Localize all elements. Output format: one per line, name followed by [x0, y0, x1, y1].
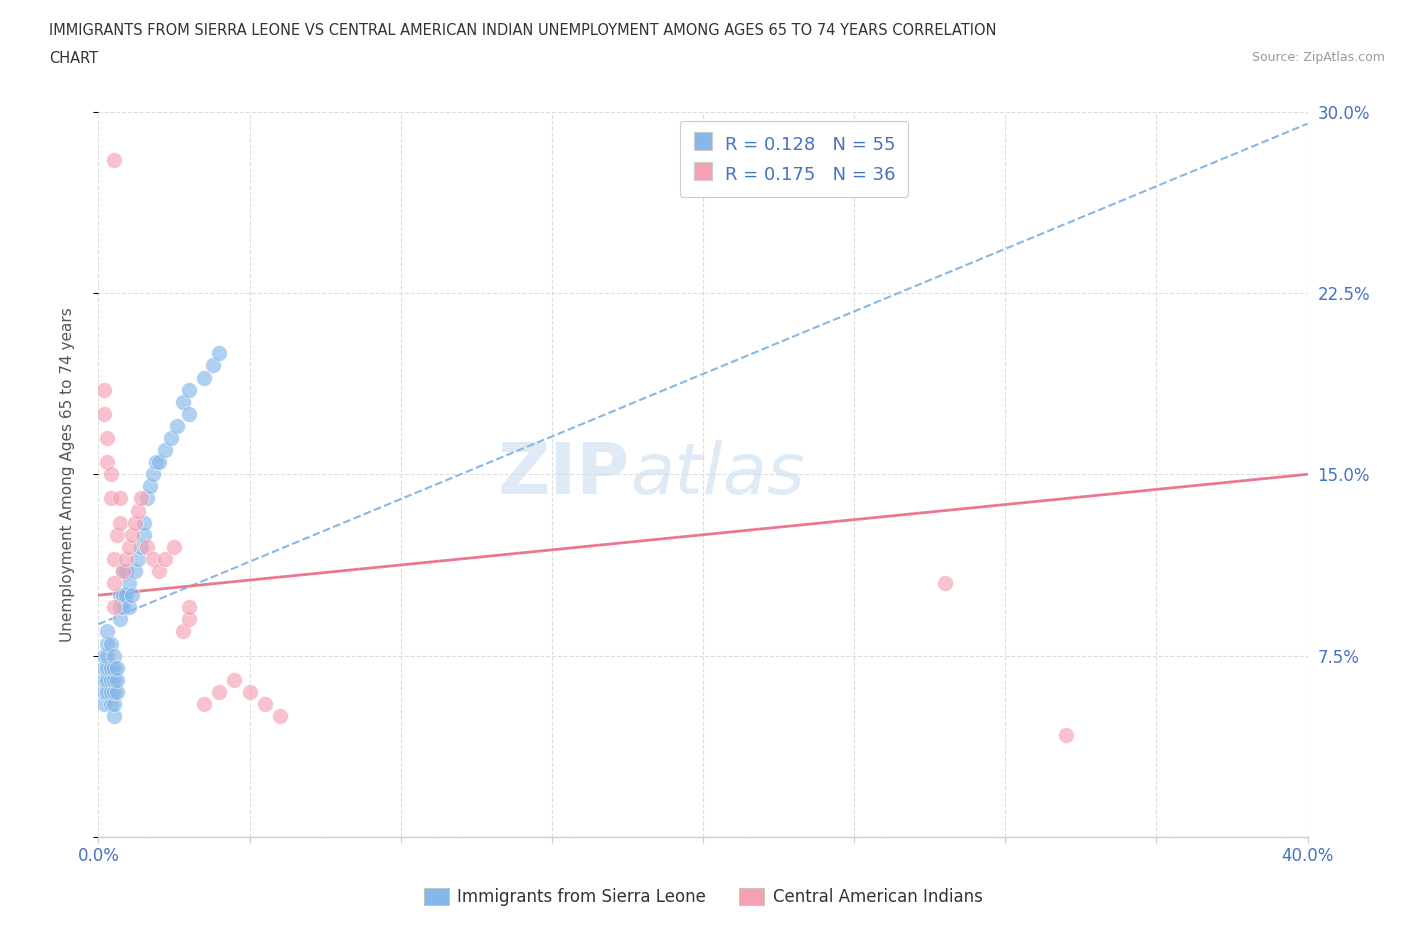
Y-axis label: Unemployment Among Ages 65 to 74 years: Unemployment Among Ages 65 to 74 years [60, 307, 75, 642]
Point [96, 636, 118, 651]
Point [100, 636, 122, 651]
Point [118, 600, 141, 615]
Point [118, 539, 141, 554]
Point [269, 709, 291, 724]
Point [93, 406, 115, 421]
Point [153, 443, 176, 458]
Point [93, 648, 115, 663]
Point [179, 406, 201, 421]
Point [111, 564, 134, 578]
Text: ZIP: ZIP [498, 440, 630, 509]
Point [105, 672, 128, 687]
Point [163, 539, 186, 554]
Point [111, 564, 134, 578]
Point [100, 697, 122, 711]
Point [124, 564, 146, 578]
Point [135, 491, 157, 506]
Point [93, 697, 115, 711]
Text: Source: ZipAtlas.com: Source: ZipAtlas.com [1251, 51, 1385, 64]
Point [100, 660, 122, 675]
Point [129, 491, 152, 506]
Point [193, 697, 215, 711]
Point [108, 612, 131, 627]
Point [202, 358, 225, 373]
Point [142, 467, 165, 482]
Point [132, 527, 155, 542]
Point [96, 648, 118, 663]
Point [103, 600, 125, 615]
Point [253, 697, 276, 711]
Point [100, 672, 122, 687]
Point [145, 455, 167, 470]
Point [111, 600, 134, 615]
Point [105, 660, 128, 675]
Point [103, 697, 125, 711]
Point [179, 382, 201, 397]
Point [103, 684, 125, 699]
Point [93, 382, 115, 397]
Point [111, 588, 134, 603]
Point [96, 660, 118, 675]
Point [96, 672, 118, 687]
Point [105, 527, 128, 542]
Text: CHART: CHART [49, 51, 98, 66]
Point [1054, 728, 1077, 743]
Legend: R = 0.128   N = 55, R = 0.175   N = 36: R = 0.128 N = 55, R = 0.175 N = 36 [679, 121, 908, 196]
Point [124, 515, 146, 530]
Point [132, 515, 155, 530]
Point [179, 600, 201, 615]
Point [121, 527, 143, 542]
Point [239, 684, 262, 699]
Legend: Immigrants from Sierra Leone, Central American Indians: Immigrants from Sierra Leone, Central Am… [418, 881, 988, 912]
Point [208, 684, 231, 699]
Point [129, 539, 152, 554]
Point [139, 479, 162, 494]
Point [148, 564, 170, 578]
Point [103, 709, 125, 724]
Point [118, 576, 141, 591]
Point [103, 672, 125, 687]
Point [142, 551, 165, 566]
Point [103, 576, 125, 591]
Point [114, 564, 136, 578]
Point [108, 588, 131, 603]
Point [127, 551, 149, 566]
Point [96, 431, 118, 445]
Point [103, 660, 125, 675]
Point [172, 624, 194, 639]
Point [93, 684, 115, 699]
Point [93, 672, 115, 687]
Point [224, 672, 246, 687]
Text: atlas: atlas [630, 440, 806, 509]
Point [100, 467, 122, 482]
Point [135, 539, 157, 554]
Point [100, 684, 122, 699]
Point [103, 551, 125, 566]
Point [193, 370, 215, 385]
Point [100, 491, 122, 506]
Point [160, 431, 183, 445]
Point [105, 684, 128, 699]
Point [127, 503, 149, 518]
Point [103, 153, 125, 167]
Point [166, 418, 188, 433]
Point [96, 624, 118, 639]
Point [121, 588, 143, 603]
Point [108, 491, 131, 506]
Point [96, 684, 118, 699]
Point [179, 612, 201, 627]
Point [103, 648, 125, 663]
Point [114, 588, 136, 603]
Point [934, 576, 956, 591]
Point [93, 660, 115, 675]
Point [96, 455, 118, 470]
Text: IMMIGRANTS FROM SIERRA LEONE VS CENTRAL AMERICAN INDIAN UNEMPLOYMENT AMONG AGES : IMMIGRANTS FROM SIERRA LEONE VS CENTRAL … [49, 23, 997, 38]
Point [172, 394, 194, 409]
Point [114, 551, 136, 566]
Point [153, 551, 176, 566]
Point [108, 515, 131, 530]
Point [208, 346, 231, 361]
Point [108, 600, 131, 615]
Point [148, 455, 170, 470]
